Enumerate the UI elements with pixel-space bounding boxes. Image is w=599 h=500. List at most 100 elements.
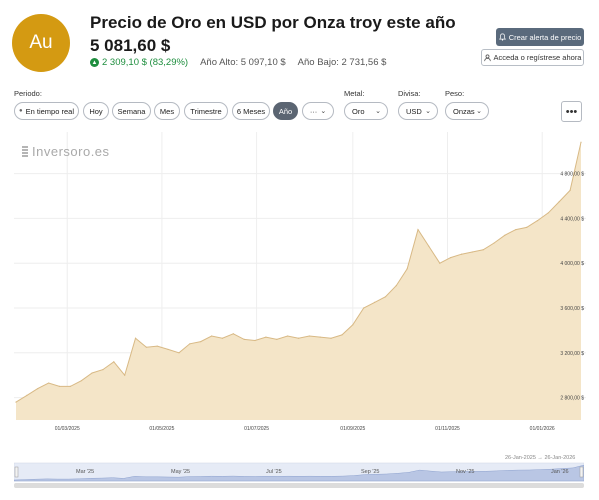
period-month-button[interactable]: Mes (154, 102, 180, 120)
data-point (493, 242, 495, 244)
y-tick-label: 3 200,00 $ (560, 351, 584, 357)
navigator-label: Nov '25 (456, 469, 474, 475)
data-point (254, 339, 256, 342)
data-point (69, 385, 71, 387)
currency-value: USD (406, 106, 422, 116)
data-point (37, 388, 39, 390)
chevron-down-icon: ⌄ (375, 108, 381, 115)
data-point (363, 307, 365, 309)
data-point (515, 229, 517, 231)
navigator-label: Mar '25 (76, 469, 94, 475)
period-today-button[interactable]: Hoy (83, 102, 109, 120)
data-point (210, 335, 213, 337)
page-title: Precio de Oro en USD por Onza troy este … (90, 13, 456, 32)
data-point (428, 245, 430, 247)
live-dot-icon: ● (19, 108, 23, 114)
period-more-label: ··· (309, 106, 318, 116)
data-point (178, 352, 180, 354)
navigator-from: 26-Jan-2025 (505, 455, 536, 461)
navigator-left-handle[interactable] (14, 466, 19, 478)
currency-label: Divisa: (398, 89, 421, 98)
y-tick-label: 3 600,00 $ (560, 306, 584, 312)
chevron-down-icon: ⌄ (425, 108, 431, 115)
data-point (232, 333, 234, 335)
y-tick-label: 4 000,00 $ (560, 261, 584, 267)
navigator-label: May '25 (171, 469, 190, 475)
data-point (156, 345, 158, 347)
x-tick-label: 01/05/2025 (149, 426, 174, 432)
data-point (547, 212, 550, 214)
data-point (189, 343, 191, 345)
watermark-text: Inversoro.es (32, 144, 110, 159)
y-tick-label: 4 800,00 $ (560, 172, 584, 178)
login-label: Acceda o regístrese ahora (493, 53, 582, 62)
data-point (373, 301, 376, 303)
data-point (91, 372, 93, 374)
data-point (200, 341, 202, 343)
data-point (319, 336, 321, 338)
data-point (482, 249, 484, 251)
navigator-right-handle[interactable] (579, 466, 584, 478)
x-tick-label: 01/01/2026 (530, 426, 555, 432)
x-tick-label: 01/07/2025 (244, 426, 269, 432)
data-point (450, 257, 452, 259)
user-icon (483, 54, 491, 61)
data-point (265, 336, 267, 338)
chevron-down-icon: ⌄ (320, 108, 327, 115)
metal-label: Metal: (344, 89, 365, 98)
period-realtime-label: En tiempo real (25, 106, 74, 116)
current-price: 5 081,60 $ (90, 36, 171, 55)
data-point (145, 346, 147, 348)
data-point (341, 334, 343, 336)
watermark-logo: Inversoro.es (22, 144, 110, 159)
data-point (417, 229, 419, 231)
period-week-button[interactable]: Semana (112, 102, 151, 120)
create-alert-button[interactable]: Crear alerta de precio (496, 28, 584, 46)
logo-text: Au (29, 32, 53, 53)
period-year-button[interactable]: Año (273, 102, 298, 120)
login-button[interactable]: Acceda o regístrese ahora (481, 49, 584, 66)
data-point (297, 337, 300, 339)
data-point (558, 201, 560, 203)
data-point (308, 335, 310, 337)
year-low: Año Bajo: 2 731,56 $ (297, 57, 387, 68)
weight-value: Onzas (453, 106, 475, 116)
period-quarter-button[interactable]: Trimestre (184, 102, 228, 120)
data-point (580, 141, 582, 143)
price-stats: ▲ 2 309,10 $ (83,29%) Año Alto: 5 097,10… (90, 57, 386, 68)
price-area (16, 142, 581, 420)
navigator-scrollbar[interactable] (14, 483, 584, 488)
x-tick-label: 01/11/2025 (435, 426, 460, 432)
data-point (243, 338, 245, 340)
data-point (47, 382, 50, 384)
period-more-button[interactable]: ··· ⌄ (302, 102, 334, 120)
chevron-down-icon: ⌄ (476, 108, 482, 115)
navigator-series (14, 464, 584, 482)
data-point (536, 220, 539, 222)
x-tick-label: 01/09/2025 (340, 426, 365, 432)
weight-select[interactable]: Onzas ⌄ (445, 102, 489, 120)
period-label: Periodo: (14, 89, 42, 98)
navigator-to: 26-Jan-2026 (544, 455, 576, 461)
more-dots-icon: ••• (565, 105, 578, 118)
watermark-bars-icon (22, 145, 28, 158)
price-chart[interactable]: 2 800,00 $ 3 200,00 $ 3 600,00 $ 4 000,00 $… (14, 132, 586, 432)
gold-symbol-logo: Au (12, 14, 70, 72)
y-tick-label: 4 400,00 $ (560, 216, 584, 222)
metal-select[interactable]: Oro ⌄ (344, 102, 388, 120)
data-point (406, 268, 408, 270)
navigator-label: Jul '25 (266, 469, 282, 475)
create-alert-label: Crear alerta de precio (508, 32, 582, 42)
period-6months-button[interactable]: 6 Meses (232, 102, 270, 120)
period-realtime-button[interactable]: ● En tiempo real (14, 102, 79, 120)
data-point (384, 296, 387, 298)
more-options-button[interactable]: ••• (561, 101, 582, 122)
range-navigator[interactable]: Mar '25 May '25 Jul '25 Sep '25 Nov '25 Jan '… (14, 459, 584, 489)
data-point (526, 226, 528, 228)
data-point (221, 337, 224, 339)
navigator-label: Jan '26 (551, 469, 569, 475)
data-point (80, 380, 82, 382)
data-point (395, 285, 397, 287)
currency-select[interactable]: USD ⌄ (398, 102, 438, 120)
data-point (102, 369, 104, 371)
